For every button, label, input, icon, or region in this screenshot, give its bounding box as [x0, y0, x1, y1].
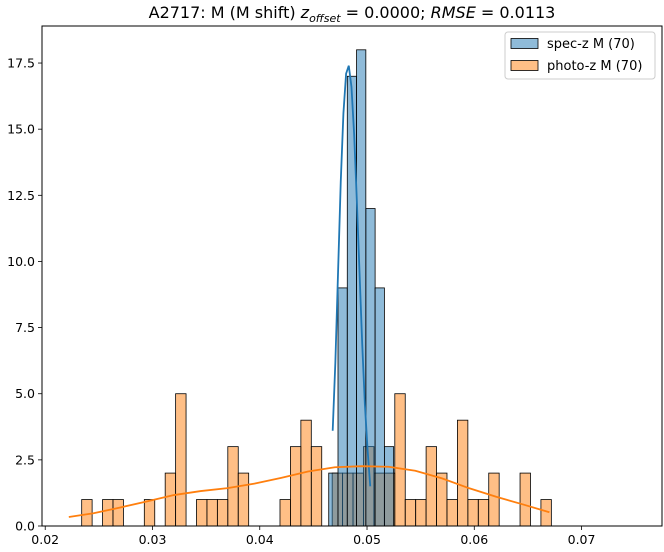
legend: spec-z M (70) photo-z M (70) [504, 31, 656, 80]
photo-z-bar-24 [425, 446, 437, 527]
legend-label-photo-z: photo-z M (70) [547, 59, 642, 74]
legend-swatch-photo-z [510, 60, 539, 71]
photo-z-bar-21 [394, 393, 406, 527]
spec-z-kde-line [331, 65, 372, 487]
x-tick-label-0: 0.02 [31, 532, 59, 547]
x-tick-label-4: 0.06 [460, 532, 488, 547]
photo-z-bar-5 [175, 393, 187, 527]
photo-z-bar-28 [467, 499, 479, 527]
axes-frame [41, 25, 663, 527]
title-rmse-symbol: RMSE [431, 3, 477, 22]
y-tick-label-6: 15.0 [7, 122, 35, 137]
photo-z-bar-1 [102, 499, 114, 527]
photo-z-bar-8 [216, 499, 229, 527]
title-z-subscript: offset [309, 12, 341, 25]
photo-z-bar-12 [290, 446, 302, 527]
photo-z-bar-4 [164, 472, 177, 527]
photo-z-bar-26 [446, 499, 458, 527]
spec-z-bar-5 [374, 287, 385, 527]
y-tick-label-4: 10.0 [7, 254, 35, 269]
photo-z-bar-31 [519, 472, 531, 527]
photo-z-bar-11 [279, 499, 291, 527]
photo-z-kde-line [68, 465, 550, 518]
legend-swatch-spec-z [510, 38, 539, 49]
y-tick-label-1: 2.5 [15, 452, 35, 467]
photo-z-bar-7 [206, 499, 218, 527]
photo-z-bar-0 [81, 499, 93, 527]
kde-curves [68, 65, 550, 518]
spec-z-bar-6 [383, 446, 395, 527]
photo-z-bar-27 [457, 419, 469, 527]
y-tick-label-0: 0.0 [15, 519, 35, 534]
y-tick-label-7: 17.5 [7, 56, 35, 71]
spec-z-bar-0 [328, 472, 339, 527]
title-z-value: = 0.0000; [341, 3, 431, 22]
photo-z-bar-30 [488, 472, 500, 527]
photo-z-bar-23 [415, 499, 427, 527]
photo-z-bar-14 [310, 446, 323, 527]
chart-title: A2717: M (M shift) zoffset = 0.0000; RMS… [149, 3, 556, 25]
spec-z-bar-1 [337, 287, 348, 527]
photo-z-bar-25 [436, 472, 448, 527]
y-tick-label-3: 7.5 [15, 320, 35, 335]
title-rmse-value: = 0.0113 [476, 3, 556, 22]
y-tick-label-5: 12.5 [7, 188, 35, 203]
photo-z-bar-2 [112, 499, 124, 527]
y-axis-ticks: 0.0 2.5 5.0 7.5 10.0 12.5 15.0 17.5 [7, 56, 42, 534]
x-axis-ticks: 0.02 0.03 0.04 0.05 0.06 0.07 [31, 526, 595, 547]
legend-label-spec-z: spec-z M (70) [547, 37, 635, 52]
x-tick-label-5: 0.07 [568, 532, 596, 547]
legend-box [504, 31, 656, 80]
x-tick-label-2: 0.04 [246, 532, 274, 547]
photo-z-bar-6 [196, 499, 208, 527]
title-z-symbol: z [300, 3, 310, 22]
y-tick-label-2: 5.0 [15, 386, 35, 401]
photo-z-bar-32 [540, 499, 552, 527]
title-prefix: A2717: M (M shift) [149, 3, 301, 22]
spec-z-bar-3 [356, 49, 367, 527]
x-tick-label-3: 0.05 [353, 532, 381, 547]
photo-z-bar-10 [237, 472, 250, 527]
x-tick-label-1: 0.03 [139, 532, 167, 547]
photo-z-bar-3 [143, 499, 156, 527]
photo-z-bar-22 [404, 499, 417, 527]
photo-z-bar-29 [477, 499, 490, 527]
